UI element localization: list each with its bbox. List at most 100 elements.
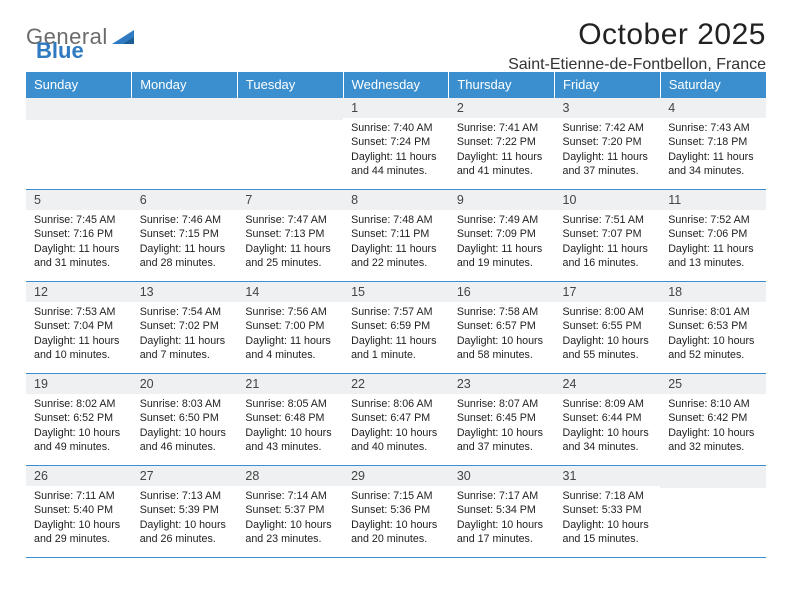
daylight-line: Daylight: 11 hours and 10 minutes. — [34, 334, 124, 363]
day-details: Sunrise: 8:09 AMSunset: 6:44 PMDaylight:… — [555, 394, 661, 457]
sunset-line: Sunset: 6:48 PM — [245, 411, 335, 425]
month-title: October 2025 — [508, 18, 766, 52]
daylight-line: Daylight: 11 hours and 13 minutes. — [668, 242, 758, 271]
dayheader-tuesday: Tuesday — [237, 72, 343, 98]
day-details: Sunrise: 8:10 AMSunset: 6:42 PMDaylight:… — [660, 394, 766, 457]
day-number: 13 — [132, 282, 238, 302]
daylight-line: Daylight: 10 hours and 52 minutes. — [668, 334, 758, 363]
day-number: 26 — [26, 466, 132, 486]
daylight-line: Daylight: 11 hours and 4 minutes. — [245, 334, 335, 363]
day-number: 17 — [555, 282, 661, 302]
week-row: 5Sunrise: 7:45 AMSunset: 7:16 PMDaylight… — [26, 190, 766, 282]
sunrise-line: Sunrise: 7:18 AM — [563, 489, 653, 503]
day-details: Sunrise: 7:41 AMSunset: 7:22 PMDaylight:… — [449, 118, 555, 181]
logo-word-blue: Blue — [36, 38, 84, 63]
day-number: 8 — [343, 190, 449, 210]
day-cell: 28Sunrise: 7:14 AMSunset: 5:37 PMDayligh… — [237, 466, 343, 558]
day-cell: 18 Sunrise: 8:01 AMSunset: 6:53 PMDayligh… — [660, 282, 766, 374]
daylight-line: Daylight: 11 hours and 34 minutes. — [668, 150, 758, 179]
daylight-line: Daylight: 10 hours and 20 minutes. — [351, 518, 441, 547]
sunrise-line: Sunrise: 7:53 AM — [34, 305, 124, 319]
calendar-table: SundayMondayTuesdayWednesdayThursdayFrid… — [26, 72, 766, 558]
empty-day-band — [26, 98, 132, 120]
sunrise-line: Sunrise: 8:10 AM — [668, 397, 758, 411]
sunset-line: Sunset: 7:20 PM — [563, 135, 653, 149]
day-details: Sunrise: 7:54 AMSunset: 7:02 PMDaylight:… — [132, 302, 238, 365]
sunset-line: Sunset: 5:36 PM — [351, 503, 441, 517]
sunset-line: Sunset: 7:04 PM — [34, 319, 124, 333]
daylight-line: Daylight: 11 hours and 28 minutes. — [140, 242, 230, 271]
dayheader-monday: Monday — [132, 72, 238, 98]
day-cell: 13Sunrise: 7:54 AMSunset: 7:02 PMDayligh… — [132, 282, 238, 374]
week-row: 12Sunrise: 7:53 AMSunset: 7:04 PMDayligh… — [26, 282, 766, 374]
day-cell: 20Sunrise: 8:03 AMSunset: 6:50 PMDayligh… — [132, 374, 238, 466]
day-details: Sunrise: 7:40 AMSunset: 7:24 PMDaylight:… — [343, 118, 449, 181]
day-cell: 1Sunrise: 7:40 AMSunset: 7:24 PMDaylight… — [343, 98, 449, 190]
dayheader-sunday: Sunday — [26, 72, 132, 98]
day-number: 15 — [343, 282, 449, 302]
sunrise-line: Sunrise: 7:40 AM — [351, 121, 441, 135]
sunrise-line: Sunrise: 7:47 AM — [245, 213, 335, 227]
day-cell: 17Sunrise: 8:00 AMSunset: 6:55 PMDayligh… — [555, 282, 661, 374]
daylight-line: Daylight: 11 hours and 1 minute. — [351, 334, 441, 363]
sunset-line: Sunset: 6:42 PM — [668, 411, 758, 425]
day-number: 31 — [555, 466, 661, 486]
sunset-line: Sunset: 6:53 PM — [668, 319, 758, 333]
day-number: 24 — [555, 374, 661, 394]
day-details: Sunrise: 7:45 AMSunset: 7:16 PMDaylight:… — [26, 210, 132, 273]
day-cell: 11Sunrise: 7:52 AMSunset: 7:06 PMDayligh… — [660, 190, 766, 282]
day-cell: 24Sunrise: 8:09 AMSunset: 6:44 PMDayligh… — [555, 374, 661, 466]
empty-day-band — [237, 98, 343, 120]
daylight-line: Daylight: 10 hours and 46 minutes. — [140, 426, 230, 455]
day-number: 18 — [660, 282, 766, 302]
day-cell: 27Sunrise: 7:13 AMSunset: 5:39 PMDayligh… — [132, 466, 238, 558]
sunrise-line: Sunrise: 8:09 AM — [563, 397, 653, 411]
daylight-line: Daylight: 10 hours and 55 minutes. — [563, 334, 653, 363]
day-details: Sunrise: 8:03 AMSunset: 6:50 PMDaylight:… — [132, 394, 238, 457]
daylight-line: Daylight: 11 hours and 22 minutes. — [351, 242, 441, 271]
sunset-line: Sunset: 7:02 PM — [140, 319, 230, 333]
day-cell: 29 Sunrise: 7:15 AMSunset: 5:36 PMDayligh… — [343, 466, 449, 558]
day-number: 29 — [343, 466, 449, 486]
sunset-line: Sunset: 7:06 PM — [668, 227, 758, 241]
day-number: 6 — [132, 190, 238, 210]
day-cell: 2Sunrise: 7:41 AMSunset: 7:22 PMDaylight… — [449, 98, 555, 190]
sunset-line: Sunset: 6:50 PM — [140, 411, 230, 425]
day-cell — [26, 98, 132, 190]
daylight-line: Daylight: 10 hours and 34 minutes. — [563, 426, 653, 455]
day-number: 21 — [237, 374, 343, 394]
day-cell: 8Sunrise: 7:48 AMSunset: 7:11 PMDaylight… — [343, 190, 449, 282]
day-details: Sunrise: 7:51 AMSunset: 7:07 PMDaylight:… — [555, 210, 661, 273]
dayheader-friday: Friday — [555, 72, 661, 98]
day-cell: 22Sunrise: 8:06 AMSunset: 6:47 PMDayligh… — [343, 374, 449, 466]
title-block: October 2025 Saint-Etienne-de-Fontbellon… — [508, 18, 766, 74]
daylight-line: Daylight: 10 hours and 15 minutes. — [563, 518, 653, 547]
sunrise-line: Sunrise: 7:15 AM — [351, 489, 441, 503]
sunrise-line: Sunrise: 7:45 AM — [34, 213, 124, 227]
day-details: Sunrise: 7:56 AMSunset: 7:00 PMDaylight:… — [237, 302, 343, 365]
sunset-line: Sunset: 5:40 PM — [34, 503, 124, 517]
day-details: Sunrise: 7:14 AMSunset: 5:37 PMDaylight:… — [237, 486, 343, 549]
sunrise-line: Sunrise: 8:02 AM — [34, 397, 124, 411]
calendar-page: General October 2025 Saint-Etienne-de-Fo… — [0, 0, 792, 568]
daylight-line: Daylight: 11 hours and 19 minutes. — [457, 242, 547, 271]
day-number: 5 — [26, 190, 132, 210]
sunrise-line: Sunrise: 7:41 AM — [457, 121, 547, 135]
sunrise-line: Sunrise: 8:01 AM — [668, 305, 758, 319]
calendar-body: 1Sunrise: 7:40 AMSunset: 7:24 PMDaylight… — [26, 98, 766, 558]
day-number: 28 — [237, 466, 343, 486]
day-cell: 10Sunrise: 7:51 AMSunset: 7:07 PMDayligh… — [555, 190, 661, 282]
day-cell: 9Sunrise: 7:49 AMSunset: 7:09 PMDaylight… — [449, 190, 555, 282]
day-number: 2 — [449, 98, 555, 118]
day-cell — [237, 98, 343, 190]
day-number: 16 — [449, 282, 555, 302]
daylight-line: Daylight: 10 hours and 49 minutes. — [34, 426, 124, 455]
sunset-line: Sunset: 6:55 PM — [563, 319, 653, 333]
sunrise-line: Sunrise: 7:48 AM — [351, 213, 441, 227]
week-row: 26Sunrise: 7:11 AMSunset: 5:40 PMDayligh… — [26, 466, 766, 558]
sunrise-line: Sunrise: 8:05 AM — [245, 397, 335, 411]
day-cell: 15Sunrise: 7:57 AMSunset: 6:59 PMDayligh… — [343, 282, 449, 374]
day-number: 27 — [132, 466, 238, 486]
sunset-line: Sunset: 7:22 PM — [457, 135, 547, 149]
day-details: Sunrise: 7:48 AMSunset: 7:11 PMDaylight:… — [343, 210, 449, 273]
